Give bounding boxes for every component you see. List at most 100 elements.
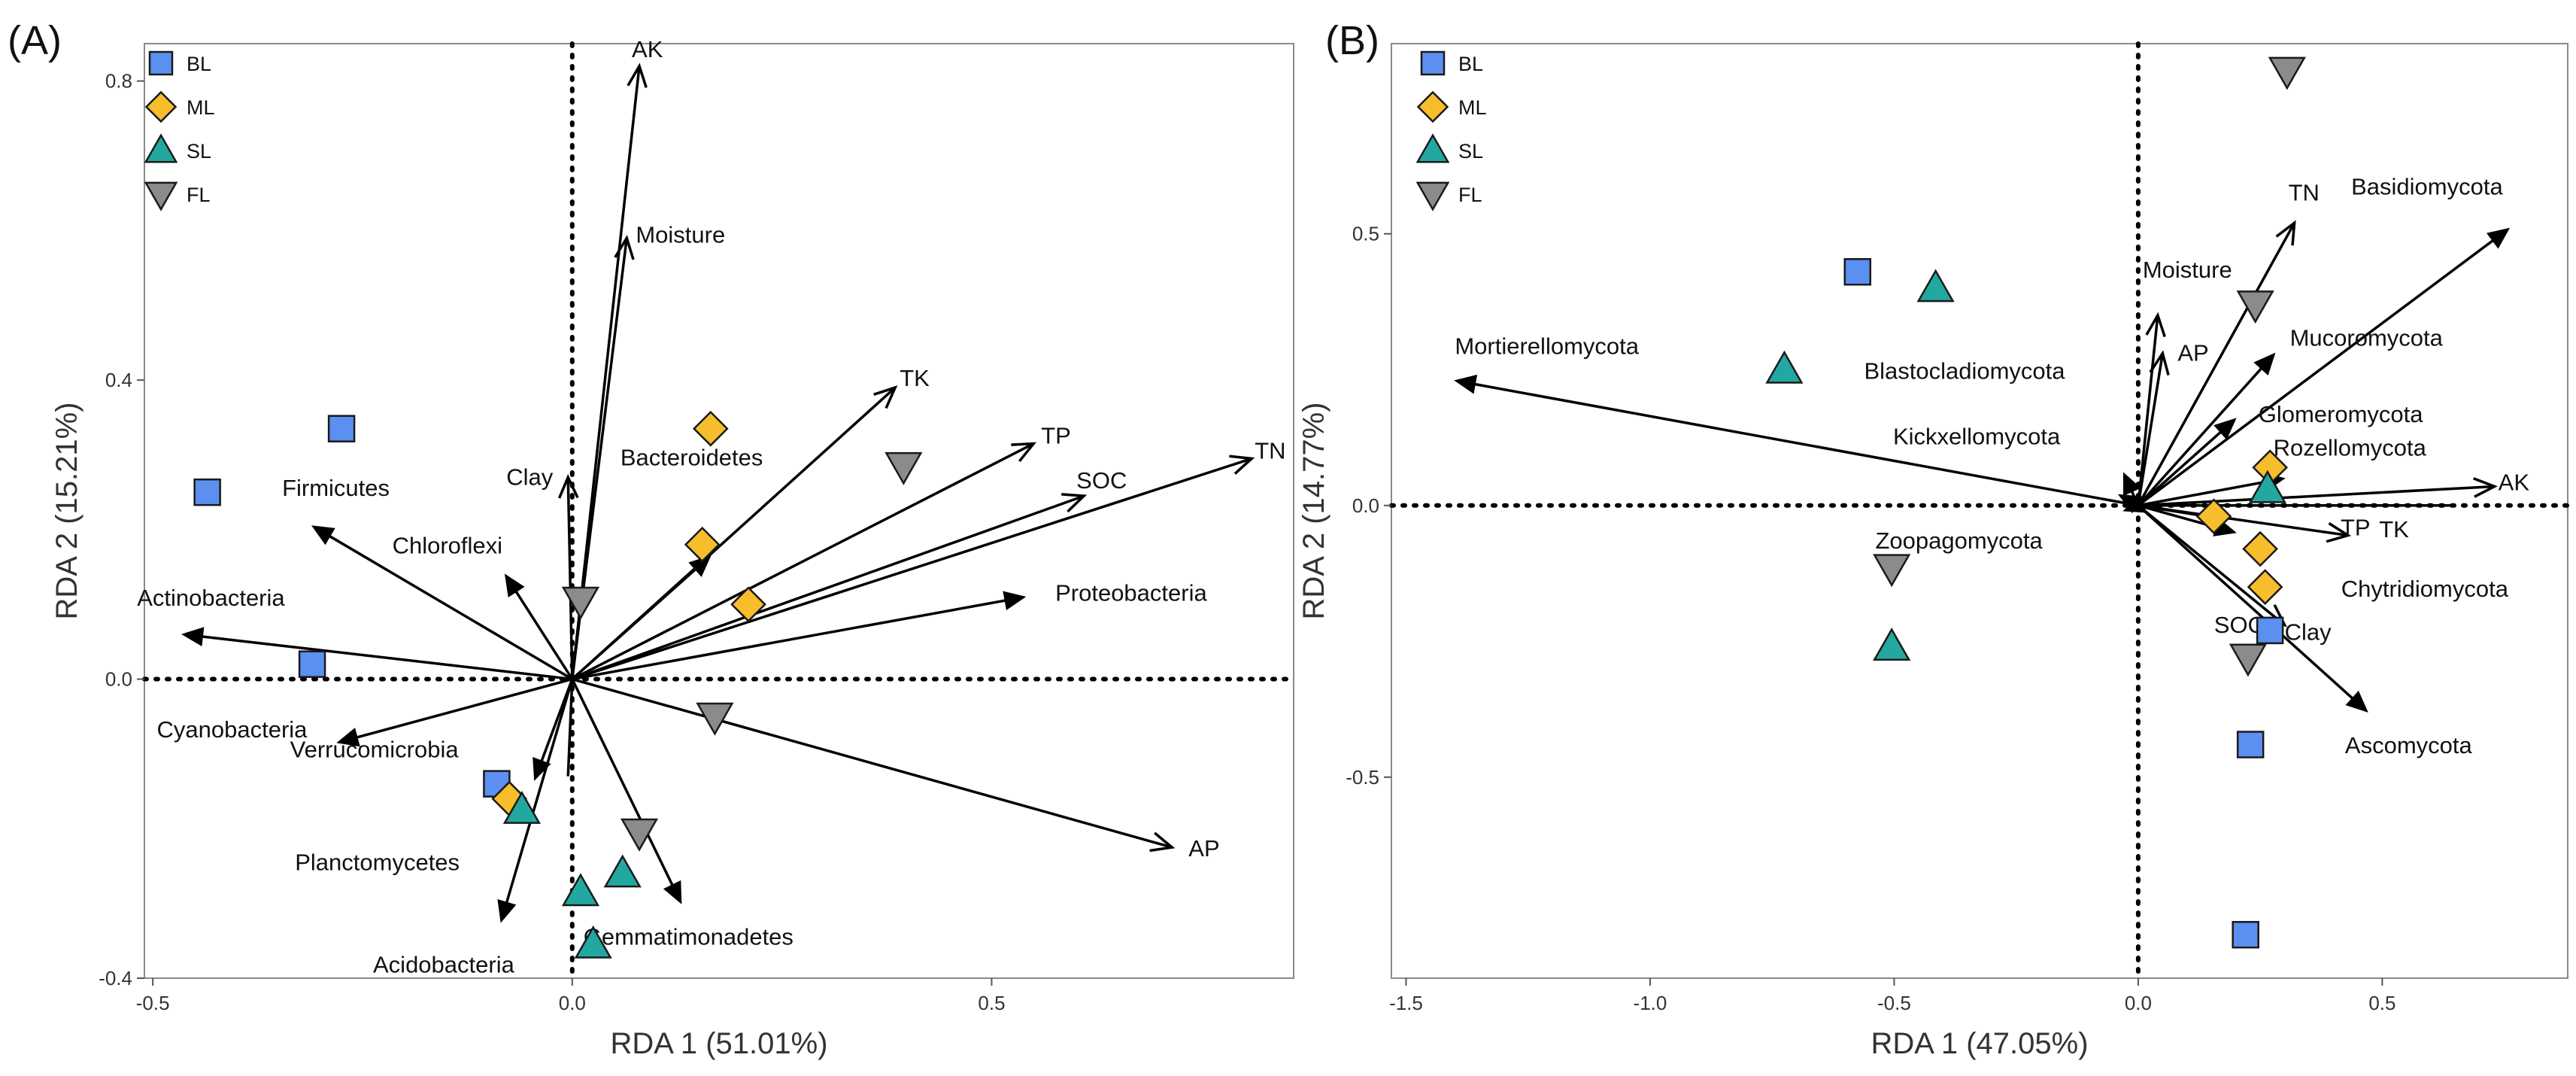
loading-arrow: TN [572,437,1286,681]
arrow-head-filled [497,899,517,923]
y-tick-label: 0.4 [105,369,132,391]
arrow-head-open [2149,350,2170,376]
loading-arrow: TK [2138,504,2451,543]
arrow-label: Zoopagomycota [1875,527,2043,554]
y-axis-title: RDA 2 (14.77%) [1297,402,1330,619]
loading-arrow: Chytridiomycota [2138,504,2509,602]
arrow-head-filled [336,728,360,747]
arrow-label: SOC [1076,467,1127,494]
arrow-label: Clay [2285,619,2332,646]
arrow-shaft [572,677,1173,849]
arrow-label: Rozellomycota [2274,435,2427,461]
arrow-label: TK [900,365,930,391]
arrow-label: Blastocladiomycota [1864,357,2065,384]
arrow-label: Verrucomicrobia [290,737,460,763]
arrow-label: AK [632,36,663,62]
y-tick-label: 0.8 [105,70,132,93]
arrow-label: Cyanobacteria [157,716,308,743]
loading-arrow: TP [572,423,1071,681]
loading-arrow: Gemmatimonadetes [571,678,793,950]
arrow-head-filled [663,880,682,904]
site-point-sl [1765,350,1804,384]
arrow-label: SOC [2214,612,2265,638]
x-tick-label: -0.5 [1877,992,1911,1014]
arrow-shaft [2137,353,2165,506]
site-point-ml [730,586,766,623]
site-point-sl [502,790,542,824]
arrow-label: Ascomycota [2345,732,2473,758]
arrow-label: Glomeromycota [2259,401,2424,427]
arrow-head-open [2473,477,2498,498]
site-point-bl [193,478,221,506]
arrow-head-open [627,62,648,88]
panel-label: (B) [1325,18,1379,63]
arrow-head-filled [2253,352,2276,376]
x-tick-label: -1.5 [1389,992,1423,1014]
loading-arrow: Proteobacteria [572,579,1207,681]
arrow-shaft [572,457,1252,681]
arrow-shaft [201,635,573,681]
x-tick-label: 0.5 [978,992,1005,1014]
arrow-head-open [1149,831,1176,853]
loading-arrow: Acidobacteria [373,679,574,977]
y-tick-label: 0.0 [1352,494,1379,517]
loading-arrow: Clay [506,464,579,679]
arrow-shaft [2137,239,2495,507]
legend-label: BL [1458,53,1483,75]
x-tick-label: 0.0 [2125,992,2152,1014]
loading-arrow: SOC [572,467,1127,681]
site-point-sl [574,925,612,959]
x-tick-label: -1.0 [1634,992,1667,1014]
arrow-shaft [572,599,1006,681]
arrow-head-open [614,235,635,260]
y-axis-title: RDA 2 (15.21%) [50,402,83,619]
arrow-label: Acidobacteria [373,951,515,977]
arrow-head-open [2275,220,2296,246]
arrow-shaft [356,677,573,739]
site-point-fl [561,586,600,620]
arrow-label: TN [1255,437,1285,464]
arrow-label: Firmicutes [282,475,390,501]
y-tick-label: -0.5 [1346,766,1379,789]
site-point-fl [620,818,659,852]
arrow-head-filled [311,525,335,546]
site-point-sl [1916,269,1955,302]
site-point-fl [1873,554,1911,588]
arrow-shaft [571,65,641,679]
loading-arrow: AP [572,677,1220,862]
arrow-shaft [2138,480,2266,507]
arrow-head-filled [1003,591,1027,611]
arrow-label: AP [2177,340,2208,366]
arrow-shaft [566,679,574,777]
y-tick-label: -0.4 [99,967,132,989]
legend-key-fl [1415,181,1450,211]
arrow-shaft [328,534,573,681]
loading-arrow: Zoopagomycota [1875,494,2147,554]
arrow-label: Gemmatimonadetes [584,924,793,950]
arrow-label: TP [2341,514,2371,540]
arrow-shaft [571,678,675,887]
arrow-head-open [2326,522,2352,543]
arrow-label: Mucoromycota [2290,325,2444,351]
site-point-ml [684,526,721,563]
arrow-shaft [2137,430,2223,507]
site-point-ml [692,410,729,447]
arrow-label: Actinobacteria [137,585,285,611]
arrow-head-filled [532,757,551,781]
legend-label: FL [1458,184,1482,206]
loading-arrow: Firmicutes [282,475,573,681]
loading-arrow: Moisture [2137,257,2232,506]
loading-arrow: Mortierellomycota [1454,333,2139,507]
loading-arrow: TN [2137,179,2320,506]
legend-key-ml [144,90,177,123]
arrow-shaft [505,679,574,904]
legend-label: ML [187,96,215,119]
arrow-shaft [566,477,574,679]
legend: BL ML SL FL [1415,50,1487,211]
plot-frame [144,43,1294,979]
arrow-label: Moisture [2143,257,2232,283]
arrow-label: AK [2499,470,2530,496]
rda-panel-a: (A) -0.5 0.0 0.5 -0.4 0.0 0.4 0.8 RDA 1 (51.01%)… [8,18,1296,1060]
legend-label: SL [187,140,211,163]
arrow-shaft [2137,366,2263,506]
